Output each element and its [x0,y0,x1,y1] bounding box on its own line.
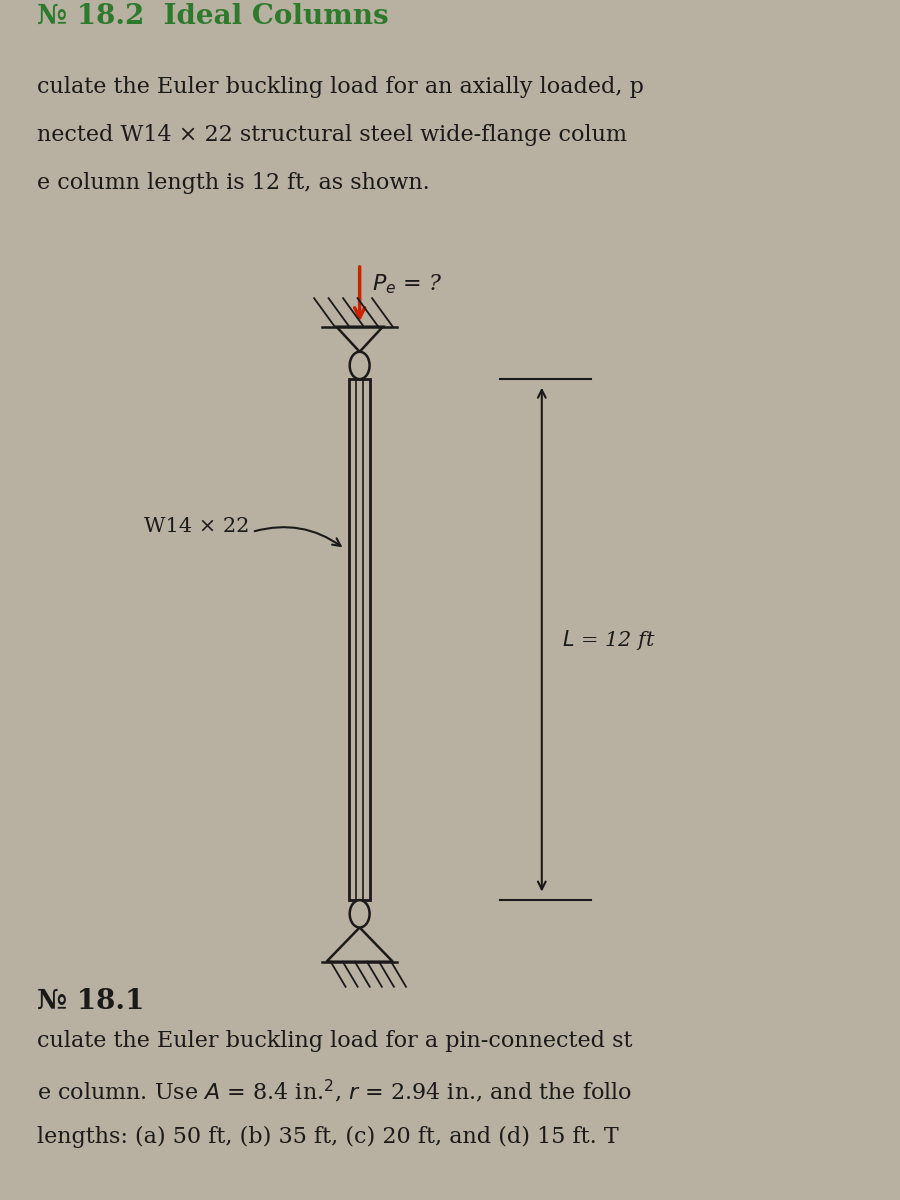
Text: nected W14 × 22 structural steel wide-flange colum: nected W14 × 22 structural steel wide-fl… [37,124,626,145]
Circle shape [350,352,370,379]
Text: $L$ = 12 ft: $L$ = 12 ft [562,628,656,652]
Text: W14 × 22: W14 × 22 [144,517,249,535]
Text: culate the Euler buckling load for an axially loaded, p: culate the Euler buckling load for an ax… [37,76,643,98]
Text: № 18.2  Ideal Columns: № 18.2 Ideal Columns [37,4,388,30]
Polygon shape [337,326,382,352]
Bar [349,379,371,900]
Circle shape [350,900,370,928]
Text: № 18.1: № 18.1 [37,988,144,1015]
Polygon shape [327,928,392,961]
Text: e column length is 12 ft, as shown.: e column length is 12 ft, as shown. [37,172,429,193]
Text: culate the Euler buckling load for a pin-connected st: culate the Euler buckling load for a pin… [37,1030,632,1052]
Text: e column. Use $A$ = 8.4 in.$^2$, $r$ = 2.94 in., and the follo: e column. Use $A$ = 8.4 in.$^2$, $r$ = 2… [37,1078,632,1105]
Text: lengths: (a) 50 ft, (b) 35 ft, (c) 20 ft, and (d) 15 ft. T: lengths: (a) 50 ft, (b) 35 ft, (c) 20 ft… [37,1126,618,1148]
Text: $P_e$ = ?: $P_e$ = ? [372,272,443,295]
